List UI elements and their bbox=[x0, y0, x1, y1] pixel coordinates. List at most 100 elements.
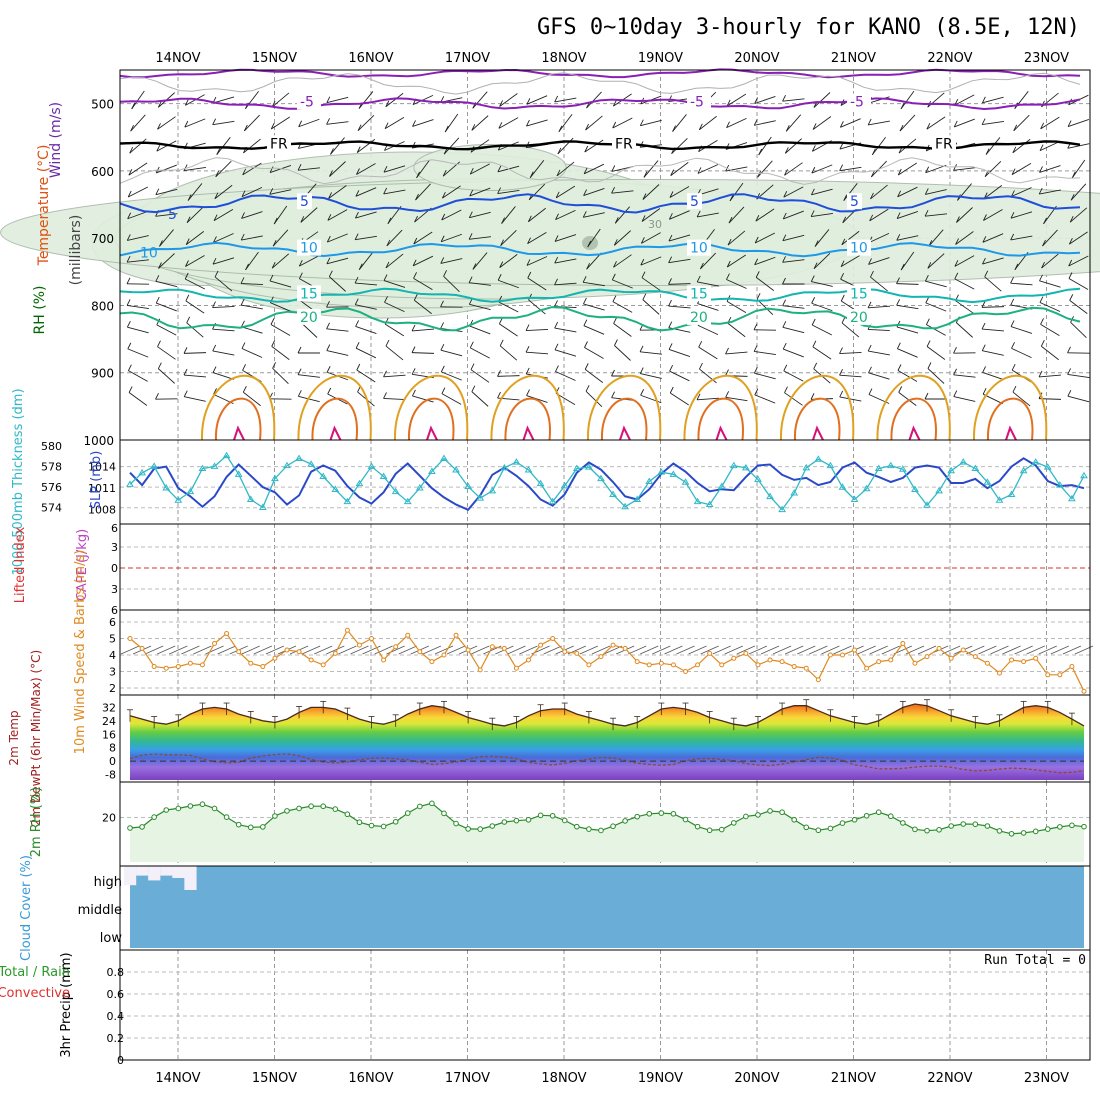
contour-label: -5 bbox=[850, 95, 864, 111]
surface-loop-outer bbox=[297, 374, 372, 441]
wind-barb-flag bbox=[156, 318, 161, 326]
wind-barb-flag bbox=[183, 368, 188, 376]
wind-barb bbox=[868, 350, 890, 356]
slp-point bbox=[995, 496, 1004, 503]
wind-barb bbox=[1042, 229, 1058, 247]
wind-barb-flag bbox=[242, 168, 247, 176]
wind-speed-point bbox=[888, 657, 894, 663]
wind-barb-flag bbox=[783, 190, 788, 198]
wind-barb bbox=[269, 280, 292, 288]
wind-barb-flag bbox=[843, 194, 848, 201]
wind-barb bbox=[499, 345, 518, 361]
wind-barb bbox=[896, 210, 919, 220]
wind-speed-point bbox=[682, 669, 688, 674]
wind-barb-flag bbox=[871, 148, 876, 155]
wind-barb-flag bbox=[668, 278, 672, 285]
wind-barb bbox=[328, 185, 347, 199]
wind-barb bbox=[587, 228, 601, 248]
wind-barb-flag bbox=[756, 293, 761, 300]
precip-tick: 0.6 bbox=[107, 988, 125, 1001]
x-tick-label-top: 17NOV bbox=[445, 51, 490, 66]
surface-wind-barb bbox=[772, 645, 792, 655]
wind-barb-flag bbox=[867, 344, 872, 352]
wind-barb bbox=[326, 121, 349, 125]
wind-barb-flag bbox=[216, 148, 221, 155]
wind-barb-flag bbox=[212, 301, 216, 308]
wind-barb-flag bbox=[1068, 259, 1073, 267]
wind-barb-flag bbox=[924, 274, 929, 282]
wind-barb bbox=[412, 255, 434, 267]
wind-barb-flag bbox=[639, 119, 644, 126]
x-tick-label-bottom: 18NOV bbox=[541, 1071, 586, 1086]
wind-barb-flag bbox=[924, 209, 929, 217]
wind-barb-flag bbox=[326, 300, 330, 308]
contour-label-bg bbox=[297, 193, 312, 210]
wind-barb bbox=[298, 118, 320, 128]
wind-barb-flag bbox=[669, 386, 674, 394]
x-tick-label-top: 20NOV bbox=[734, 51, 779, 66]
rh-point bbox=[561, 817, 568, 824]
wind-barb bbox=[1069, 207, 1088, 223]
wind-barb-flag bbox=[924, 188, 929, 195]
wind-barb bbox=[784, 162, 803, 176]
wind-barb bbox=[811, 281, 833, 287]
cloud-level-label: high bbox=[94, 875, 122, 890]
wind-barb-flag bbox=[442, 170, 447, 177]
rh-point bbox=[984, 823, 991, 829]
wind-barb-flag bbox=[214, 270, 219, 278]
wind-barb-flag bbox=[356, 146, 361, 153]
wind-barb bbox=[669, 370, 690, 382]
rh-point bbox=[477, 826, 484, 832]
wind-barb-flag bbox=[126, 277, 131, 285]
rh-point bbox=[272, 813, 278, 819]
wind-barb-flag bbox=[611, 186, 615, 194]
wind-barb bbox=[872, 136, 886, 156]
slp-point bbox=[355, 479, 364, 487]
wind-speed-point bbox=[381, 657, 387, 663]
wind-barb-flag bbox=[668, 256, 673, 263]
wind-barb-flag bbox=[157, 340, 161, 347]
wind-barb-flag bbox=[441, 387, 446, 394]
wind-barb-flag bbox=[611, 391, 615, 398]
contour-label-bg bbox=[267, 135, 291, 152]
rh-point bbox=[247, 824, 254, 831]
wind-barb-flag bbox=[783, 364, 788, 372]
wind-barb-flag bbox=[555, 365, 559, 372]
x-tick-label-top: 16NOV bbox=[348, 51, 393, 66]
slp-point bbox=[403, 497, 412, 505]
wind-barb-flag bbox=[297, 163, 302, 171]
wind-barb-flag bbox=[870, 170, 875, 178]
wind-barb-flag bbox=[358, 263, 363, 270]
slp-point bbox=[790, 489, 799, 496]
surface-wind-barb bbox=[712, 645, 731, 655]
surface-loop-mid bbox=[214, 397, 262, 441]
wind-barb-flag bbox=[982, 366, 987, 373]
wind-barb-flag bbox=[613, 261, 617, 268]
rh-point bbox=[887, 813, 894, 820]
wind-barb-flag bbox=[326, 96, 331, 103]
wind-barb bbox=[957, 183, 972, 201]
wind-barb-flag bbox=[326, 344, 331, 351]
slp-point bbox=[162, 484, 171, 491]
wind-barb bbox=[187, 183, 203, 201]
wind-barb bbox=[470, 163, 490, 175]
wind-barb-flag bbox=[526, 389, 530, 396]
wind-barb bbox=[214, 184, 233, 200]
wind-barb-flag bbox=[355, 190, 360, 197]
wind-barb bbox=[470, 347, 490, 359]
wind-barb-flag bbox=[1070, 193, 1075, 201]
wind-barb bbox=[1070, 183, 1087, 201]
wind-barb bbox=[554, 327, 577, 333]
rh-point bbox=[223, 814, 230, 820]
wind-barb bbox=[329, 161, 346, 177]
wind-barb-flag bbox=[500, 239, 504, 246]
wind-barb-flag bbox=[126, 299, 131, 306]
wind-barb-flag bbox=[242, 364, 246, 371]
contour-label-bg bbox=[687, 239, 711, 256]
wind-barb-flag bbox=[1039, 144, 1044, 151]
wind-barb-flag bbox=[213, 214, 218, 221]
wind-barb-flag bbox=[497, 391, 501, 399]
wind-barb bbox=[726, 117, 747, 129]
wind-barb bbox=[583, 163, 605, 175]
slp-point bbox=[754, 475, 762, 482]
